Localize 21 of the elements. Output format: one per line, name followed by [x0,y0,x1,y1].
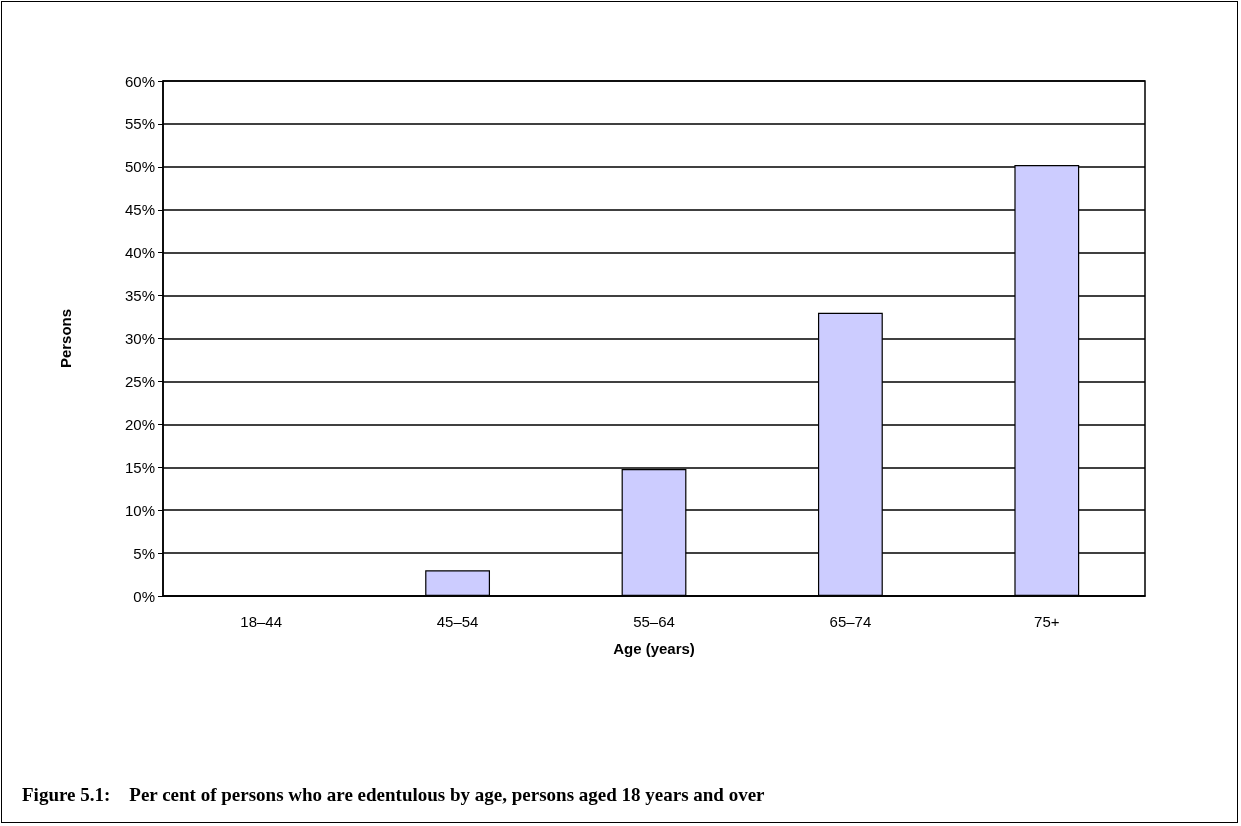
x-axis-title: Age (years) [613,640,695,657]
y-tick-label: 10% [124,501,155,519]
y-tick-label: 25% [124,372,155,390]
y-tick-label: 40% [124,244,155,262]
y-tick-label: 5% [133,544,155,562]
y-tick-label: 35% [124,287,155,305]
y-tick-label: 0% [133,587,155,605]
y-tick-label: 30% [124,330,155,347]
x-tick-label: 75+ [1034,613,1060,630]
y-tick-label: 45% [124,201,155,219]
x-tick-label: 55–64 [633,613,675,630]
x-tick-label: 45–54 [436,613,479,630]
y-tick-label: 55% [124,115,155,133]
x-tick-label: 65–74 [829,613,872,630]
y-tick-label: 60% [124,72,155,90]
y-tick-label: 20% [124,415,155,433]
y-tick-label: 15% [124,458,155,476]
caption: Figure 5.1: Per cent of persons who are edentulous by age, persons aged 18 years and over [22,784,765,806]
y-tick-label: 50% [124,158,155,176]
y-axis-title: Persons [57,308,74,369]
x-tick-label: 18–44 [240,613,283,630]
